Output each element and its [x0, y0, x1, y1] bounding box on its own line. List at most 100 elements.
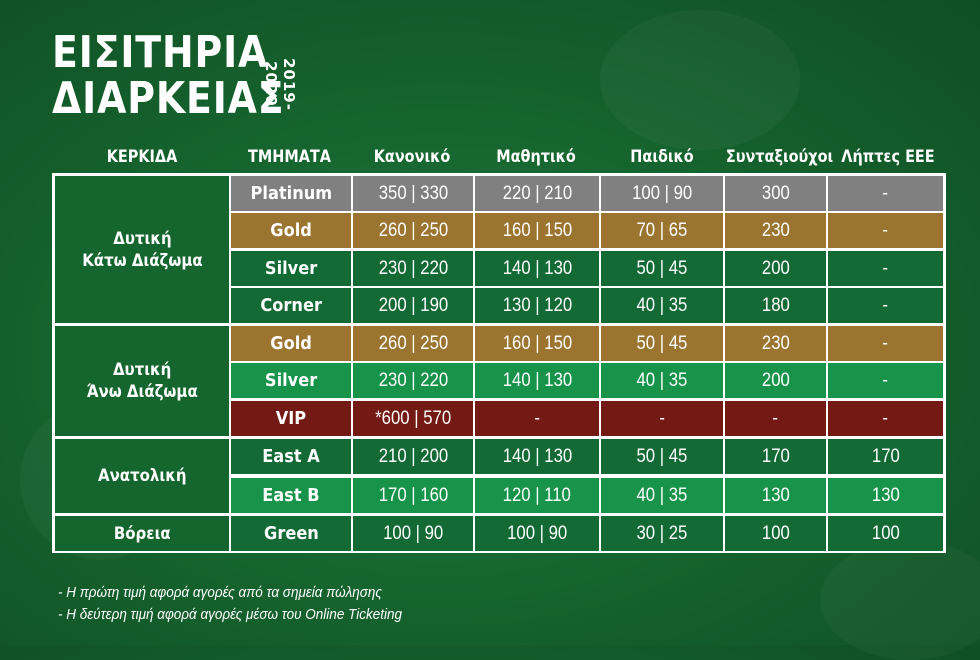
price-value: 40 | 35	[636, 294, 688, 316]
section-cell: Ανατολική	[55, 439, 229, 513]
season-label: 2019-2020	[262, 57, 298, 111]
price-cell: 260 | 250	[353, 326, 473, 361]
price-value: 130	[761, 484, 790, 506]
price-value: -	[882, 332, 889, 354]
price-value: 70 | 65	[636, 219, 688, 241]
price-value: 220 | 210	[502, 182, 572, 204]
header-paidiko: Παιδικό	[630, 147, 694, 167]
price-value: 230	[761, 332, 790, 354]
price-value: 40 | 35	[636, 484, 688, 506]
price-value: 230	[761, 219, 790, 241]
price-value: 260 | 250	[378, 332, 448, 354]
background-clover	[600, 10, 800, 150]
price-cell: -	[601, 401, 723, 436]
price-value: 200 | 190	[378, 294, 448, 316]
price-cell: 130 | 120	[475, 288, 599, 323]
price-value: 170	[871, 445, 900, 467]
section-name-line: Βόρεια	[113, 523, 171, 544]
tier-label: East A	[262, 446, 320, 467]
price-value: 100	[871, 522, 900, 544]
price-value: 120 | 110	[502, 484, 572, 506]
price-cell: 160 | 150	[475, 213, 599, 248]
tier-label: Silver	[264, 370, 318, 391]
tier-cell: VIP	[231, 401, 351, 436]
price-cell: 230 | 220	[353, 363, 473, 398]
price-value: 140 | 130	[502, 257, 572, 279]
header-tmimata: ΤΜΗΜΑΤΑ	[248, 147, 331, 167]
tier-cell: Green	[231, 516, 351, 551]
price-value: 140 | 130	[502, 445, 572, 467]
page-title: ΕΙΣΙΤΗΡΙΑ ΔΙΑΡΚΕΙΑΣ	[52, 30, 322, 122]
price-cell: 160 | 150	[475, 326, 599, 361]
section-cell: Βόρεια	[55, 516, 229, 551]
section-name-line: Δυτική	[112, 228, 172, 249]
footnote-1: - Η πρώτη τιμή αφορά αγορές από τα σημεί…	[58, 584, 382, 601]
price-value: 210 | 200	[378, 445, 448, 467]
price-cell: 260 | 250	[353, 213, 473, 248]
price-value: -	[659, 407, 665, 429]
price-cell: 120 | 110	[475, 478, 599, 513]
price-cell: 210 | 200	[353, 439, 473, 474]
price-value: 350 | 330	[378, 182, 448, 204]
price-cell: 30 | 25	[601, 516, 723, 551]
title-line-2: ΔΙΑΡΚΕΙΑΣ	[52, 73, 285, 124]
price-value: -	[534, 407, 540, 429]
price-cell: 170 | 160	[353, 478, 473, 513]
price-cell: 200	[725, 363, 826, 398]
tier-cell: Platinum	[231, 176, 351, 211]
price-cell: -	[828, 288, 943, 323]
tier-cell: Silver	[231, 363, 351, 398]
tier-label: Green	[263, 523, 319, 544]
price-value: 50 | 45	[636, 445, 688, 467]
price-cell: 100	[828, 516, 943, 551]
price-cell: -	[828, 326, 943, 361]
price-value: 230 | 220	[378, 369, 448, 391]
price-cell: 140 | 130	[475, 363, 599, 398]
price-cell: 170	[828, 439, 943, 474]
section-cell: Δυτική Κάτω Διάζωμα	[55, 176, 229, 323]
price-cell: 140 | 130	[475, 251, 599, 286]
tier-label: East B	[262, 485, 320, 506]
price-value: -	[882, 219, 889, 241]
price-cell: 40 | 35	[601, 363, 723, 398]
price-cell: 130	[828, 478, 943, 513]
price-value: 50 | 45	[636, 257, 688, 279]
price-table: Δυτική Κάτω Διάζωμα Δυτική Άνω Διάζωμα Ανατο…	[52, 173, 946, 553]
price-value: -	[882, 294, 889, 316]
price-value: 130	[871, 484, 900, 506]
price-value: -	[772, 407, 779, 429]
price-value: 40 | 35	[636, 369, 688, 391]
price-cell: 100 | 90	[475, 516, 599, 551]
header-syntaxiouxoi: Συνταξιούχοι	[725, 147, 834, 167]
header-liptes-eee: Λήπτες ΕΕΕ	[841, 147, 935, 167]
tier-cell: Corner	[231, 288, 351, 323]
price-value: -	[882, 257, 889, 279]
price-value: 100 | 90	[506, 522, 568, 544]
price-cell: 180	[725, 288, 826, 323]
price-value: *600 | 570	[375, 407, 451, 429]
tier-cell: Gold	[231, 213, 351, 248]
header-kanoniko: Κανονικό	[373, 147, 451, 167]
background-clover	[820, 540, 980, 660]
header-mathitiko: Μαθητικό	[496, 147, 576, 167]
price-cell: *600 | 570	[353, 401, 473, 436]
price-cell: 70 | 65	[601, 213, 723, 248]
section-name-line: Ανατολική	[97, 466, 187, 486]
price-cell: 130	[725, 478, 826, 513]
price-cell: -	[828, 251, 943, 286]
price-cell: 100 | 90	[601, 176, 723, 211]
tier-label: Gold	[270, 220, 312, 241]
price-cell: 100 | 90	[353, 516, 473, 551]
price-value: 230 | 220	[378, 257, 448, 279]
price-cell: -	[828, 213, 943, 248]
price-value: -	[882, 369, 889, 391]
price-cell: 200 | 190	[353, 288, 473, 323]
price-value: 300	[761, 182, 790, 204]
price-cell: 350 | 330	[353, 176, 473, 211]
header-kerkida: ΚΕΡΚΙΔΑ	[106, 147, 178, 167]
price-cell: 230 | 220	[353, 251, 473, 286]
tier-label: Silver	[264, 258, 318, 279]
tier-cell: East A	[231, 439, 351, 474]
price-cell: -	[725, 401, 826, 436]
price-cell: 200	[725, 251, 826, 286]
